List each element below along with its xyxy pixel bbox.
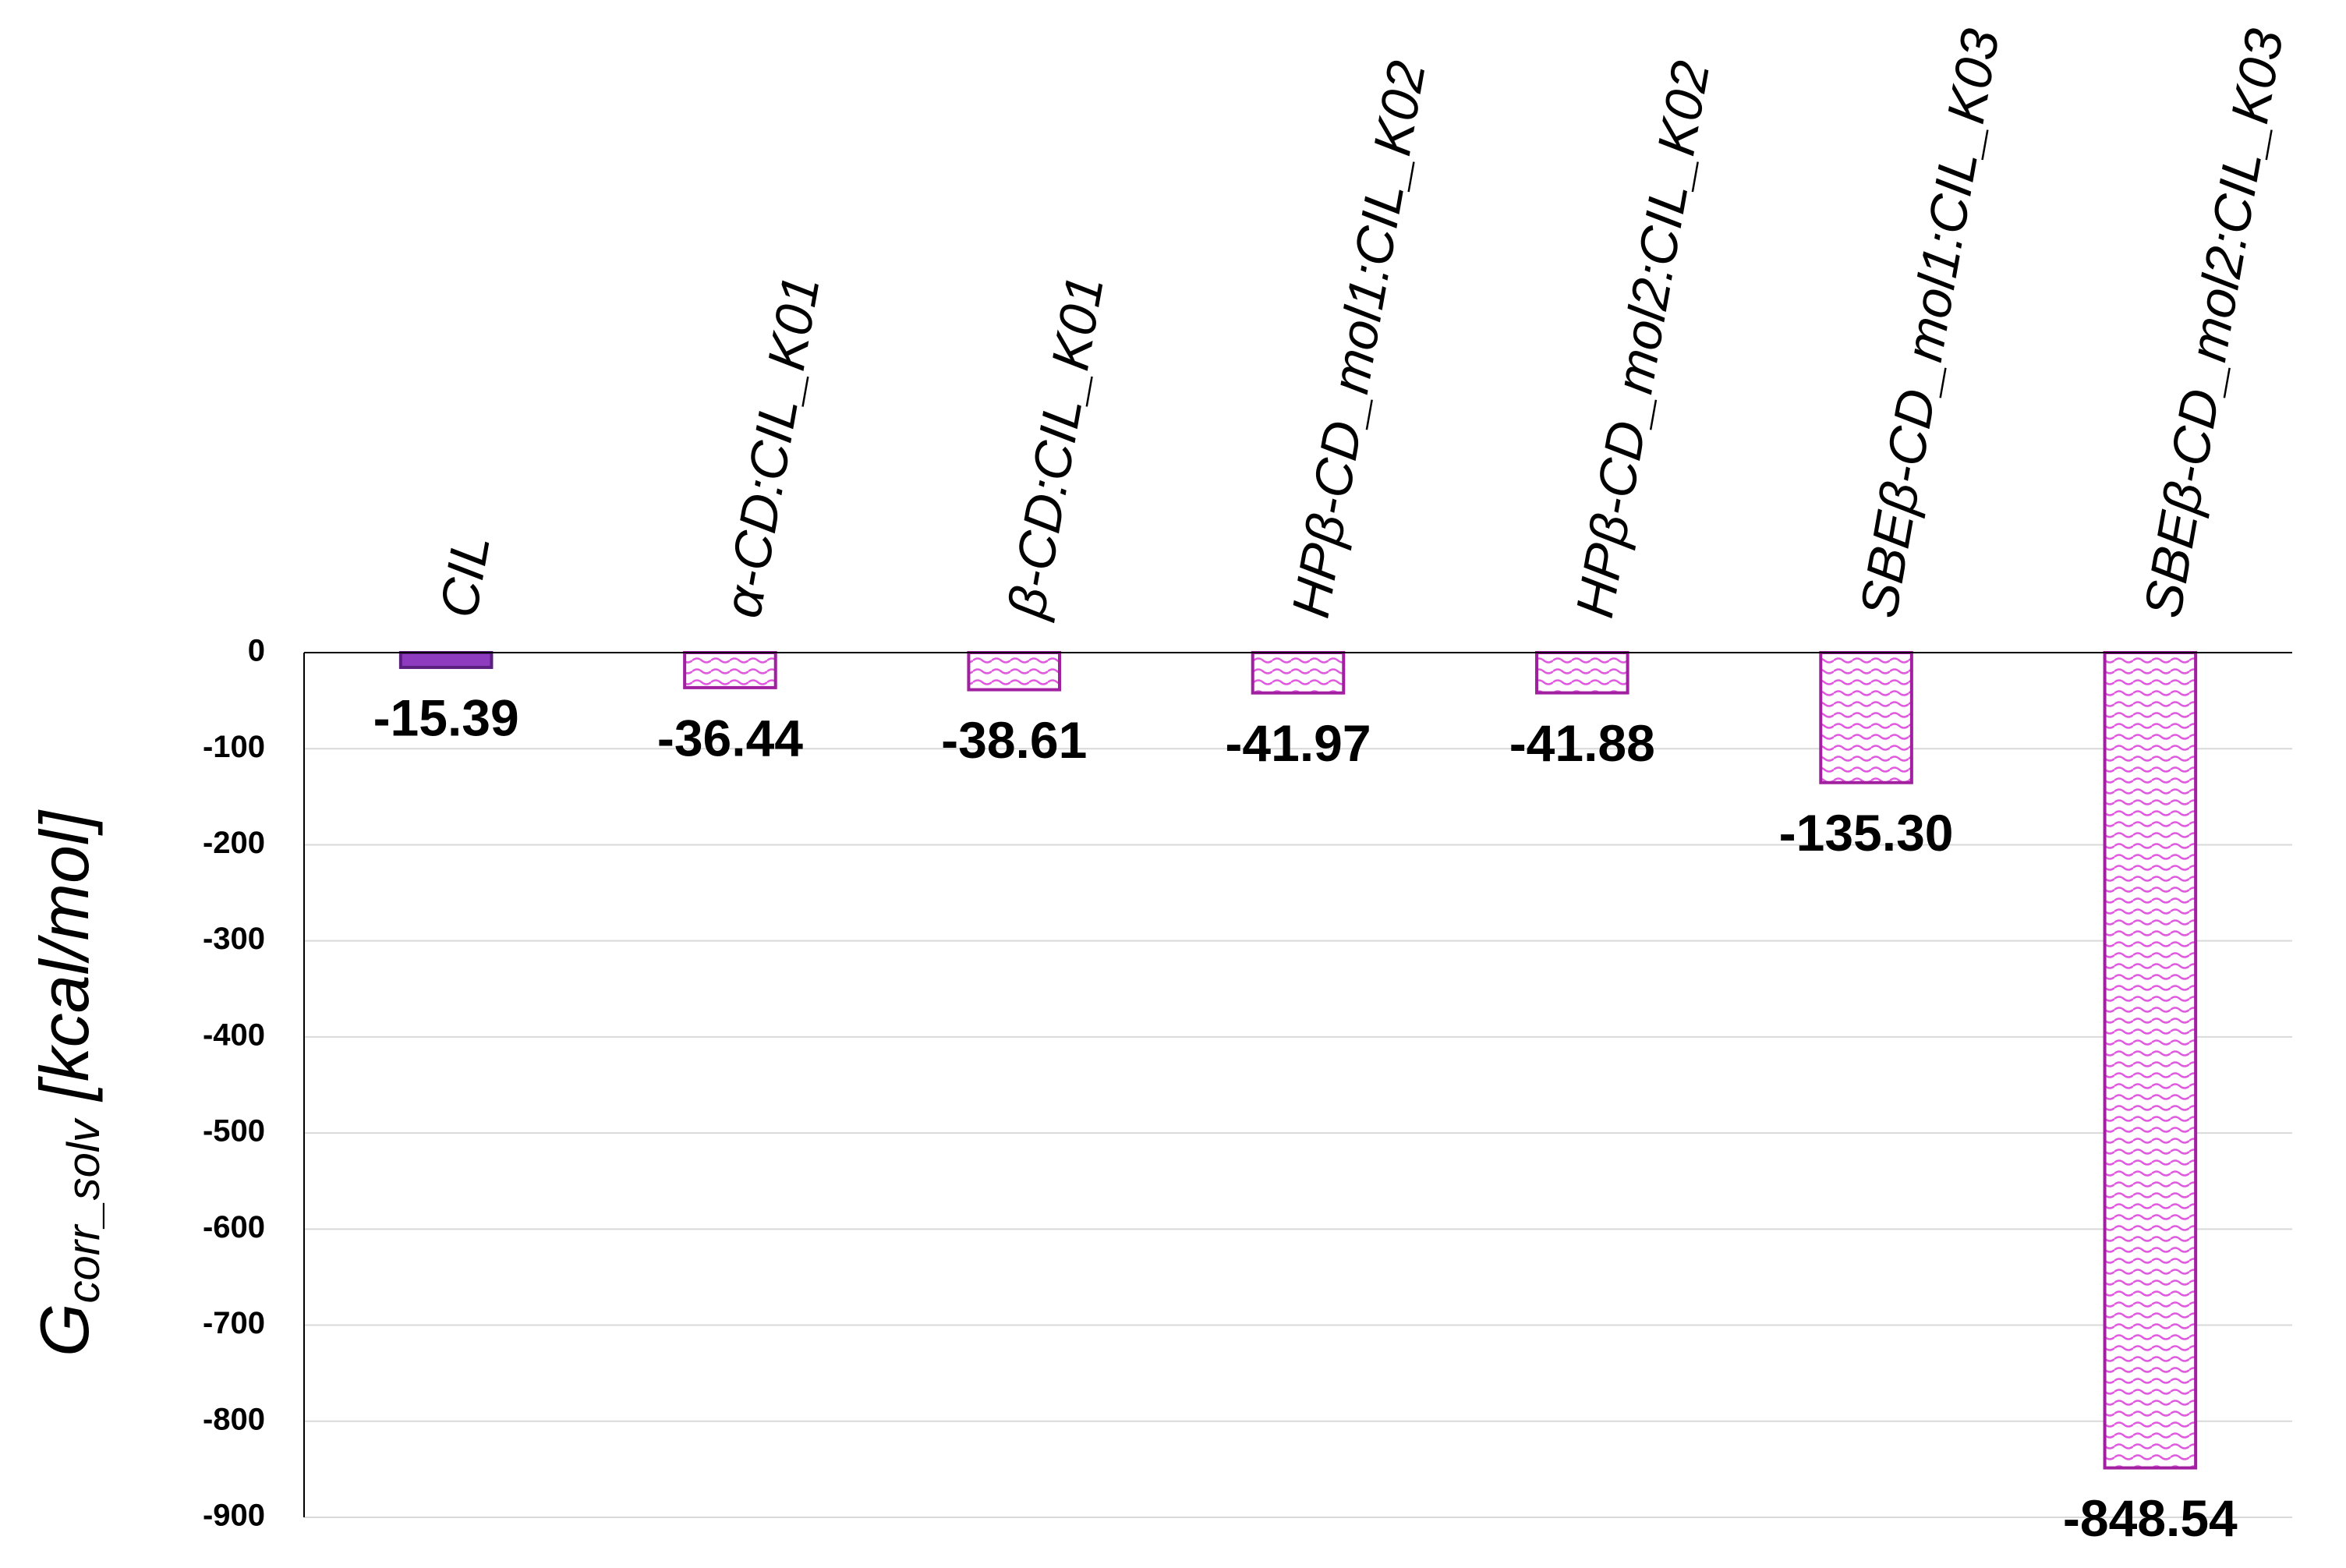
y-axis-title: Gcorr_solv [kcal/mol]: [26, 809, 109, 1357]
bar: [967, 651, 1062, 692]
value-label: -38.61: [941, 711, 1087, 769]
x-tick-label: CIL: [429, 530, 501, 621]
x-tick-label: SBEβ-CD_mol1:CIL_K03: [1849, 24, 2011, 621]
y-title-main: G: [26, 1303, 103, 1356]
y-tick-label: -900: [203, 1499, 265, 1533]
value-label: -36.44: [657, 709, 803, 766]
y-tick-label: -300: [203, 922, 265, 956]
y-tick-label: -100: [203, 730, 265, 764]
bar: [2103, 651, 2198, 1470]
y-tick-label: 0: [248, 634, 265, 668]
y-tick-label: -700: [203, 1306, 265, 1340]
x-tick-label: HPβ-CD_mol1:CIL_K02: [1281, 57, 1437, 622]
y-tick-label: -800: [203, 1402, 265, 1436]
x-tick-label: HPβ-CD_mol2:CIL_K02: [1565, 57, 1721, 622]
value-label: -135.30: [1779, 804, 1954, 862]
value-label: -41.88: [1509, 714, 1655, 772]
y-tick-label: -500: [203, 1114, 265, 1149]
y-tick-label: -400: [203, 1018, 265, 1052]
y-tick-label: -200: [203, 826, 265, 860]
bar: [1819, 651, 1913, 784]
x-tick-label: α-CD:CIL_K01: [713, 271, 831, 622]
bar: [1251, 651, 1346, 695]
y-title-sub: corr_solv: [58, 1117, 109, 1303]
bar: [398, 651, 494, 669]
bar: [683, 651, 777, 689]
y-tick-label: -600: [203, 1210, 265, 1244]
value-label: -41.97: [1225, 714, 1371, 772]
value-label: -15.39: [373, 688, 519, 746]
x-tick-label: β-CD:CIL_K01: [996, 271, 1115, 624]
value-label: -848.54: [2063, 1489, 2238, 1547]
x-tick-label: SBEβ-CD_mol2:CIL_K03: [2132, 24, 2295, 621]
y-title-unit: [kcal/mol]: [26, 809, 103, 1120]
bar: [1535, 651, 1629, 695]
